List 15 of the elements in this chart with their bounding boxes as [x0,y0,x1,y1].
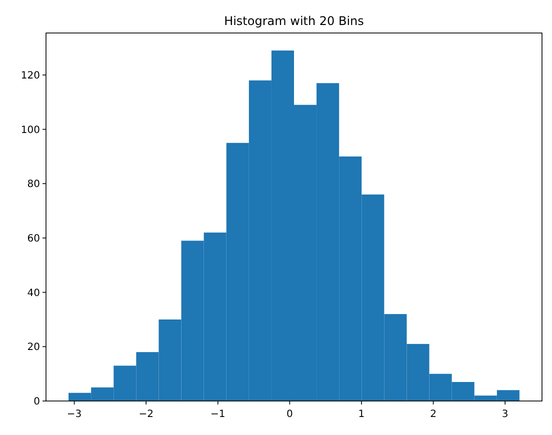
x-tick-label: 2 [430,409,436,420]
x-tick-label: −3 [66,409,82,420]
y-tick-label: 120 [20,70,40,82]
x-tick-label: 3 [502,409,508,420]
chart-title: Histogram with 20 Bins [224,14,364,28]
x-tick-label: 0 [286,409,293,420]
x-tick-label: −1 [210,409,226,420]
x-tick-label: −2 [138,409,154,420]
y-tick-label: 20 [27,342,40,354]
y-tick-label: 0 [34,396,40,408]
y-tick-label: 60 [27,233,40,244]
x-tick-label: 1 [358,409,365,420]
y-tick-label: 40 [27,288,40,299]
y-tick-label: 80 [27,179,40,190]
y-tick-label: 100 [20,124,40,136]
